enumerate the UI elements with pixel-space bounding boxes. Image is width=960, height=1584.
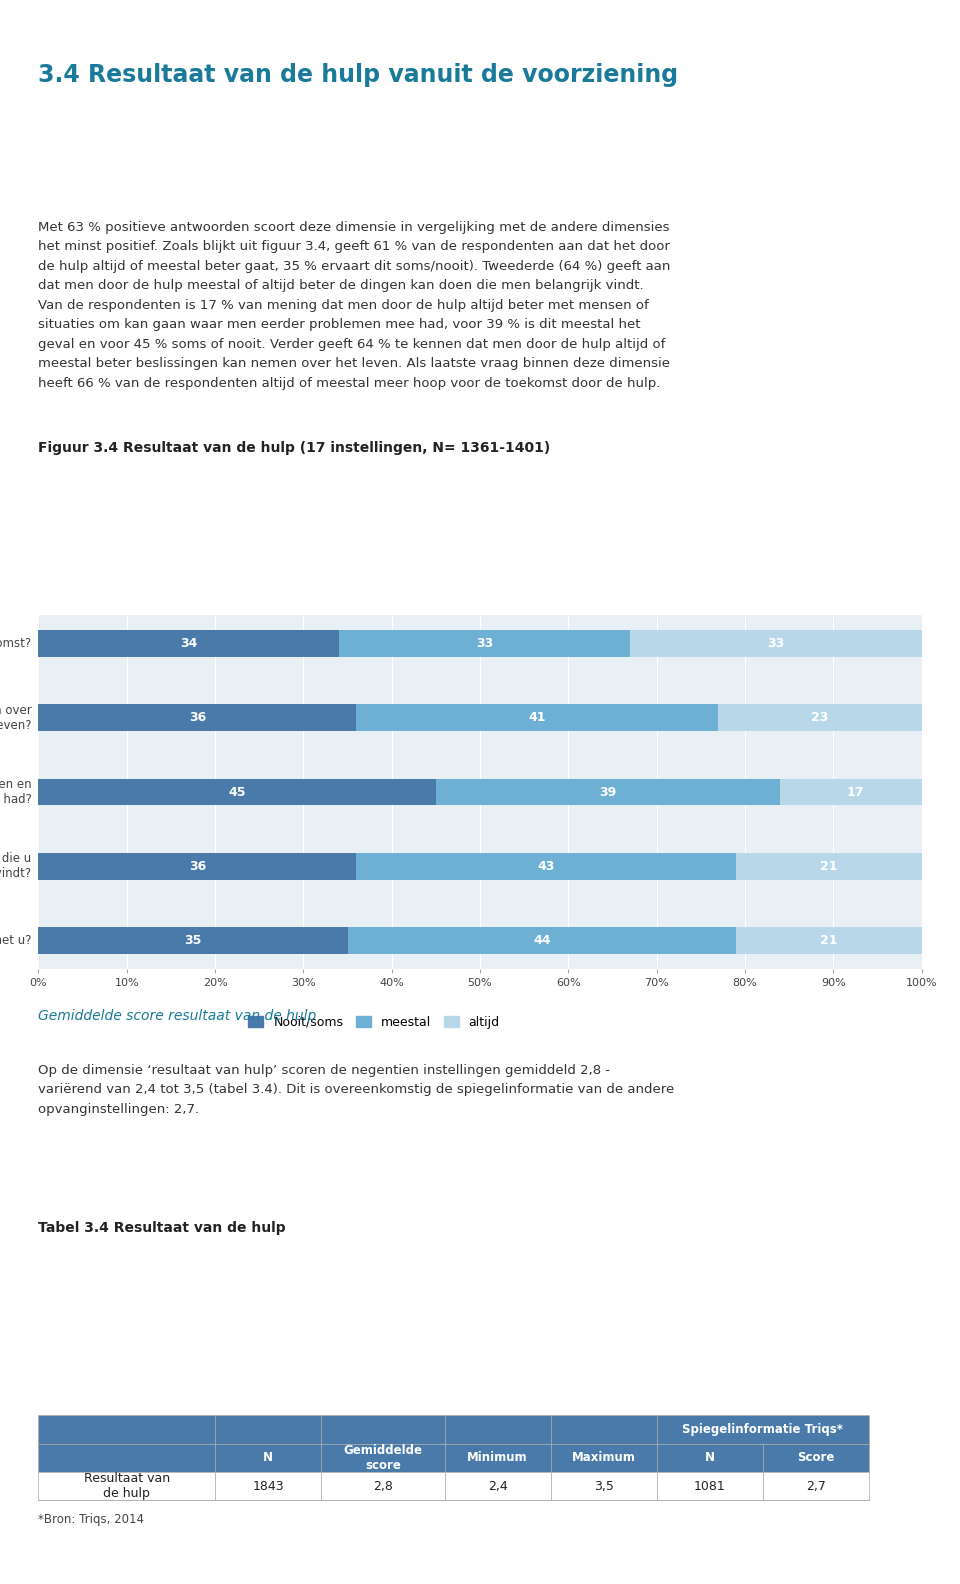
Bar	[657, 1415, 869, 1443]
Bar	[215, 1415, 321, 1443]
Bar	[657, 1472, 762, 1500]
Text: 23: 23	[811, 711, 828, 724]
Text: 2,7: 2,7	[805, 1479, 826, 1492]
Text: 1843: 1843	[252, 1479, 284, 1492]
Bar	[436, 779, 780, 805]
Bar	[321, 1415, 444, 1443]
Bar	[762, 1472, 869, 1500]
Bar	[736, 927, 922, 954]
Text: Gemiddelde
score: Gemiddelde score	[344, 1443, 422, 1472]
Text: Figuur 3.4 Resultaat van de hulp (17 instellingen, N= 1361-1401): Figuur 3.4 Resultaat van de hulp (17 ins…	[38, 442, 551, 455]
Bar	[215, 1472, 321, 1500]
Bar	[444, 1443, 551, 1472]
Text: 17: 17	[847, 786, 864, 798]
Text: 2,4: 2,4	[488, 1479, 508, 1492]
Bar	[718, 705, 922, 732]
Text: 21: 21	[820, 935, 838, 947]
Text: 21: 21	[820, 860, 838, 873]
Text: N: N	[263, 1451, 273, 1464]
Text: Score: Score	[797, 1451, 834, 1464]
Text: 36: 36	[189, 711, 206, 724]
Text: 33: 33	[767, 637, 784, 649]
Text: 3.4 Resultaat van de hulp vanuit de voorziening: 3.4 Resultaat van de hulp vanuit de voor…	[38, 63, 679, 87]
Text: Met 63 % positieve antwoorden scoort deze dimensie in vergelijking met de andere: Met 63 % positieve antwoorden scoort dez…	[38, 220, 671, 390]
Bar	[38, 705, 356, 732]
Text: 36: 36	[189, 860, 206, 873]
Bar	[321, 1443, 444, 1472]
Bar	[38, 927, 348, 954]
Bar	[38, 630, 339, 657]
Text: Op de dimensie ‘resultaat van hulp’ scoren de negentien instellingen gemiddeld 2: Op de dimensie ‘resultaat van hulp’ scor…	[38, 1064, 675, 1115]
Text: Minimum: Minimum	[468, 1451, 528, 1464]
Text: 43: 43	[538, 860, 555, 873]
Text: 35: 35	[184, 935, 202, 947]
Bar	[38, 852, 356, 879]
Bar	[38, 1472, 215, 1500]
Text: 34: 34	[180, 637, 197, 649]
Text: Tabel 3.4 Resultaat van de hulp: Tabel 3.4 Resultaat van de hulp	[38, 1221, 286, 1236]
Bar	[736, 852, 922, 879]
Bar	[321, 1472, 444, 1500]
Text: 1081: 1081	[694, 1479, 726, 1492]
Bar	[780, 779, 930, 805]
Text: 41: 41	[529, 711, 546, 724]
Bar	[215, 1443, 321, 1472]
Text: 39: 39	[599, 786, 616, 798]
Bar	[356, 852, 736, 879]
Text: 33: 33	[476, 637, 493, 649]
Bar	[38, 779, 436, 805]
Text: 44: 44	[533, 935, 551, 947]
Text: Spiegelinformatie Triqs*: Spiegelinformatie Triqs*	[683, 1422, 843, 1437]
Bar	[38, 1415, 215, 1443]
Bar	[657, 1443, 762, 1472]
Bar	[551, 1443, 657, 1472]
Bar	[551, 1415, 657, 1443]
Bar	[356, 705, 718, 732]
Text: Resultaat van
de hulp: Resultaat van de hulp	[84, 1472, 170, 1500]
Legend: Nooit/soms, meestal, altijd: Nooit/soms, meestal, altijd	[243, 1011, 505, 1034]
Text: 2,8: 2,8	[372, 1479, 393, 1492]
Text: N: N	[705, 1451, 714, 1464]
Bar	[444, 1472, 551, 1500]
Text: 45: 45	[228, 786, 246, 798]
Text: *Bron: Triqs, 2014: *Bron: Triqs, 2014	[38, 1513, 144, 1525]
Text: Maximum: Maximum	[572, 1451, 636, 1464]
Bar	[551, 1472, 657, 1500]
Bar	[339, 630, 630, 657]
Bar	[38, 1443, 215, 1472]
Bar	[630, 630, 922, 657]
Bar	[762, 1443, 869, 1472]
Bar	[444, 1415, 551, 1443]
Text: Gemiddelde score resultaat van de hulp: Gemiddelde score resultaat van de hulp	[38, 1009, 317, 1023]
Text: 3,5: 3,5	[593, 1479, 613, 1492]
Bar	[348, 927, 736, 954]
